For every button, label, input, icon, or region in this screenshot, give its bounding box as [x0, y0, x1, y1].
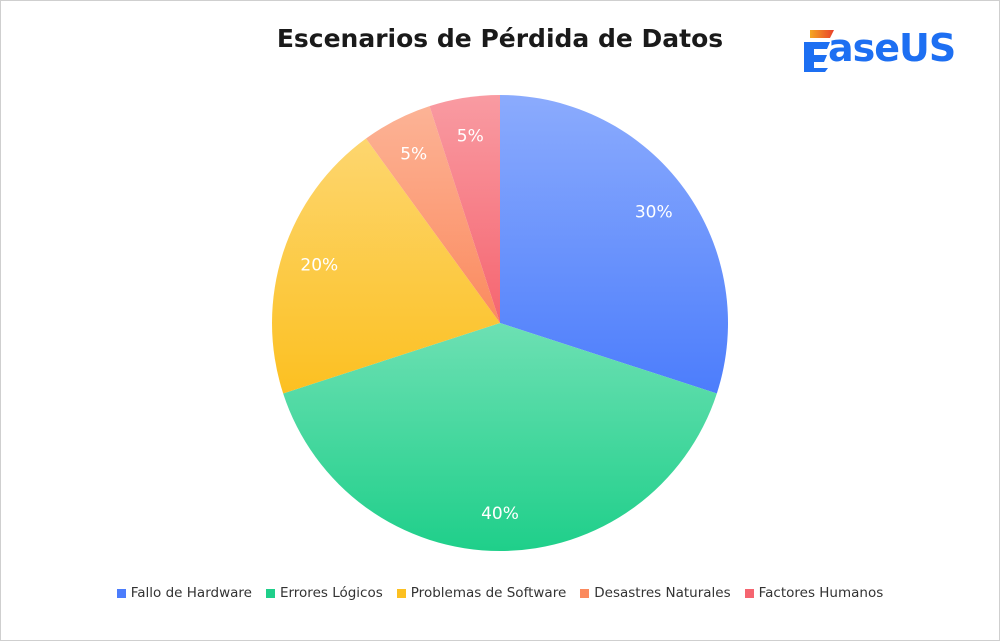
legend-item: Fallo de Hardware [116, 585, 252, 601]
easeus-logo: aseUS [800, 24, 980, 76]
legend-label: Desastres Naturales [594, 585, 731, 601]
slice-label: 5% [400, 145, 427, 165]
legend-label: Factores Humanos [758, 585, 884, 601]
legend-swatch [265, 588, 275, 598]
logo-text: aseUS [828, 26, 956, 70]
legend-item: Factores Humanos [744, 585, 884, 601]
pie-slice-desastres-naturales [365, 106, 500, 323]
legend-label: Errores Lógicos [279, 585, 383, 601]
legend-label: Fallo de Hardware [130, 585, 252, 601]
slice-label: 20% [300, 255, 338, 275]
pie-slice-factores-humanos [429, 95, 500, 323]
pie-slice-fallo-de-hardware [500, 95, 728, 394]
legend-swatch [744, 588, 754, 598]
legend-item: Desastres Naturales [580, 585, 731, 601]
chart-title: Escenarios de Pérdida de Datos [276, 24, 724, 53]
pie-slice-problemas-de-software [271, 138, 500, 394]
legend-item: Problemas de Software [396, 585, 567, 601]
slice-label: 5% [457, 126, 484, 146]
legend-swatch [116, 588, 126, 598]
legend-swatch [580, 588, 590, 598]
legend-item: Errores Lógicos [265, 585, 383, 601]
pie-slice-errores-l-gicos [283, 323, 717, 551]
chart-legend: Fallo de Hardware Errores Lógicos Problema… [0, 585, 1000, 601]
legend-label: Problemas de Software [410, 585, 567, 601]
slice-label: 40% [481, 504, 519, 524]
easeus-e-icon [804, 30, 834, 72]
slice-label: 30% [635, 202, 673, 222]
legend-swatch [396, 588, 406, 598]
